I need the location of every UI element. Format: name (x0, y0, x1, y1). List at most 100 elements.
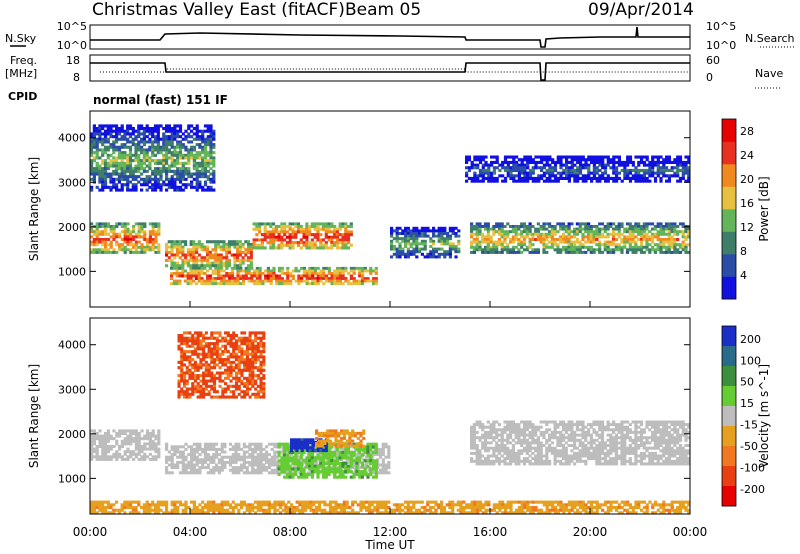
heatmap-cell (265, 450, 269, 454)
heatmap-cell (371, 445, 376, 449)
heatmap-cell (500, 433, 504, 437)
heatmap-cell (156, 145, 160, 149)
heatmap-cell (201, 175, 205, 179)
heatmap-cell (645, 240, 649, 244)
heatmap-cell (222, 269, 226, 273)
heatmap-cell (159, 151, 163, 155)
heatmap-cell (451, 226, 455, 230)
heatmap-cell (211, 272, 215, 275)
heatmap-cell (317, 431, 321, 435)
heatmap-cell (506, 446, 510, 450)
heatmap-cell (112, 177, 116, 181)
heatmap-cell (181, 153, 185, 157)
heatmap-cell (192, 185, 196, 189)
heatmap-cell (92, 127, 96, 131)
heatmap-cell (148, 235, 152, 239)
heatmap-cell (201, 145, 205, 149)
heatmap-cell (249, 248, 253, 252)
heatmap-cell (209, 137, 213, 141)
heatmap-cell (151, 442, 155, 446)
heatmap-cell (589, 227, 593, 231)
heatmap-cell (653, 232, 657, 236)
heatmap-cell (584, 163, 588, 167)
heatmap-cell (103, 145, 108, 149)
heatmap-cell (387, 453, 391, 457)
heatmap-cell (209, 135, 213, 139)
heatmap-cell (173, 453, 177, 457)
heatmap-cell (212, 137, 216, 141)
heatmap-cell (290, 446, 294, 450)
heatmap-cell (248, 471, 252, 475)
heatmap-cell (609, 243, 613, 247)
heatmap-cell (478, 245, 482, 249)
heatmap-cell (503, 430, 507, 434)
heatmap-cell (211, 277, 215, 280)
heatmap-cell (454, 226, 458, 230)
heatmap-cell (639, 240, 644, 244)
heatmap-cell (600, 243, 605, 247)
heatmap-cell (478, 438, 482, 442)
heatmap-cell (203, 148, 208, 152)
heatmap-cell (338, 272, 342, 275)
heatmap-cell (256, 460, 260, 464)
heatmap-cell (653, 235, 657, 239)
heatmap-cell (109, 177, 113, 181)
heatmap-cell (189, 253, 193, 257)
heatmap-cell (173, 256, 177, 260)
heatmap-cell (239, 277, 243, 280)
heatmap-cell (95, 230, 99, 234)
heatmap-cell (208, 274, 212, 278)
heatmap-cell (470, 428, 474, 432)
heatmap-cell (589, 235, 593, 239)
heatmap-cell (540, 160, 544, 164)
heatmap-cell (298, 440, 302, 444)
heatmap-cell (128, 188, 133, 192)
heatmap-cell (542, 225, 546, 228)
heatmap-cell (220, 463, 224, 467)
heatmap-cell (670, 166, 674, 170)
heatmap-cell (98, 169, 102, 173)
heatmap-cell (109, 132, 113, 136)
heatmap-cell (313, 266, 318, 270)
heatmap-cell (443, 252, 447, 256)
heatmap-cell (118, 243, 122, 247)
heatmap-cell (201, 140, 205, 144)
heatmap-cell (475, 449, 479, 453)
heatmap-cell (206, 261, 210, 265)
heatmap-cell (123, 151, 127, 155)
heatmap-cell (137, 180, 141, 184)
heatmap-cell (206, 279, 210, 283)
heatmap-cell (500, 449, 504, 453)
heatmap-cell (165, 442, 169, 446)
heatmap-cell (497, 446, 501, 450)
heatmap-cell (497, 250, 501, 254)
heatmap-cell (230, 279, 235, 283)
heatmap-cell (319, 222, 323, 226)
heatmap-cell (157, 450, 161, 454)
heatmap-cell (606, 250, 610, 254)
heatmap-cell (101, 137, 105, 141)
heatmap-cell (291, 456, 295, 460)
heatmap-cell (587, 158, 591, 162)
heatmap-cell (128, 140, 133, 144)
heatmap-cell (198, 169, 202, 173)
heatmap-cell (576, 179, 580, 183)
heatmap-cell (406, 247, 410, 251)
heatmap-cell (280, 470, 284, 474)
heatmap-cell (212, 447, 216, 451)
heatmap-cell (140, 245, 144, 249)
heatmap-cell (302, 227, 306, 231)
heatmap-cell (338, 246, 342, 250)
heatmap-cell (272, 277, 276, 280)
heatmap-cell (286, 279, 290, 283)
heatmap-cell (589, 225, 593, 228)
heatmap-cell (118, 248, 122, 252)
heatmap-cell (92, 450, 96, 454)
heatmap-cell (443, 232, 447, 235)
heatmap-cell (381, 442, 385, 446)
heatmap-cell (203, 129, 208, 133)
heatmap-cell (117, 177, 121, 181)
heatmap-cell (651, 158, 655, 162)
heatmap-cell (184, 458, 188, 462)
heatmap-cell (142, 129, 146, 133)
